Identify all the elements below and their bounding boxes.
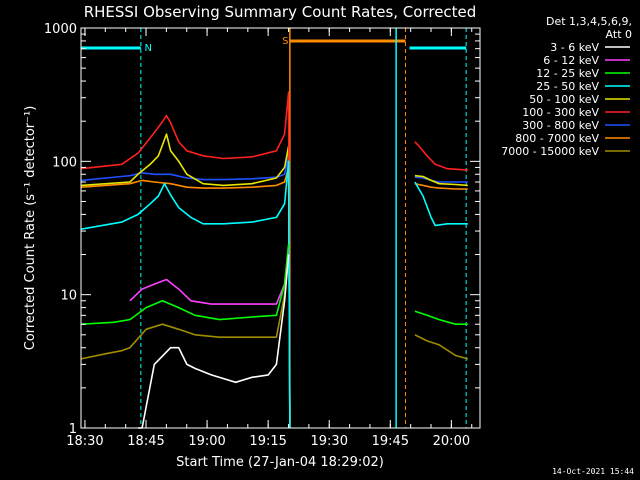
series-line-2 xyxy=(129,248,290,305)
axes: 1 10 100 1000 18:30 18:45 19:00 19:15 19:30 19:45… xyxy=(44,22,481,449)
data-curves xyxy=(80,91,469,429)
night-label: N xyxy=(145,43,152,54)
x-axis-label: Start Time (27-Jan-04 18:29:02) xyxy=(176,455,384,470)
series-line-8 xyxy=(414,182,468,190)
legend-header-line-2: Att 0 xyxy=(606,28,632,41)
legend-label-8: 800 - 7000 keV xyxy=(515,132,599,145)
x-tick-label: 19:00 xyxy=(188,434,225,449)
x-tick-label: 19:30 xyxy=(311,434,348,449)
y-tick-label: 1 xyxy=(69,422,77,437)
legend-label-6: 100 - 300 keV xyxy=(522,106,599,119)
legend-label-1: 3 - 6 keV xyxy=(550,41,599,54)
series-line-4 xyxy=(414,181,468,227)
y-tick-label: 10 xyxy=(60,289,77,304)
x-tick-label: 19:15 xyxy=(249,434,286,449)
saa-label: S xyxy=(282,36,288,47)
x-tick-label: 19:45 xyxy=(372,434,409,449)
legend-label-7: 300 - 800 keV xyxy=(522,119,599,132)
legend-label-9: 7000 - 15000 keV xyxy=(501,145,599,158)
series-line-7 xyxy=(80,155,291,429)
x-tick-label: 18:30 xyxy=(66,434,103,449)
x-tick-label: 18:45 xyxy=(127,434,164,449)
timestamp: 14-Oct-2021 15:44 xyxy=(552,467,634,476)
chart-title: RHESSI Observing Summary Count Rates, Co… xyxy=(84,3,477,21)
y-tick-label: 1000 xyxy=(44,22,77,37)
legend-label-2: 6 - 12 keV xyxy=(543,54,599,67)
series-line-6 xyxy=(80,91,291,429)
series-line-5 xyxy=(80,133,291,429)
legend-label-5: 50 - 100 keV xyxy=(529,93,599,106)
series-line-9 xyxy=(80,254,290,360)
legend-header-line-1: Det 1,3,4,5,6,9, xyxy=(546,15,632,28)
series-line-3 xyxy=(414,310,468,326)
series-line-8 xyxy=(80,166,291,429)
series-line-6 xyxy=(414,141,468,171)
plot-frame xyxy=(80,27,481,429)
y-tick-label: 100 xyxy=(52,155,77,170)
x-tick-label: 20:00 xyxy=(433,434,470,449)
legend-label-3: 12 - 25 keV xyxy=(536,67,599,80)
series-line-1 xyxy=(138,254,290,429)
series-line-3 xyxy=(80,243,290,325)
legend-label-4: 25 - 50 keV xyxy=(536,80,599,93)
series-line-5 xyxy=(414,174,468,187)
series-line-4 xyxy=(80,160,291,429)
y-axis-label: Corrected Count Rate (s⁻¹ detector⁻¹) xyxy=(23,106,38,351)
series-line-9 xyxy=(414,334,469,360)
